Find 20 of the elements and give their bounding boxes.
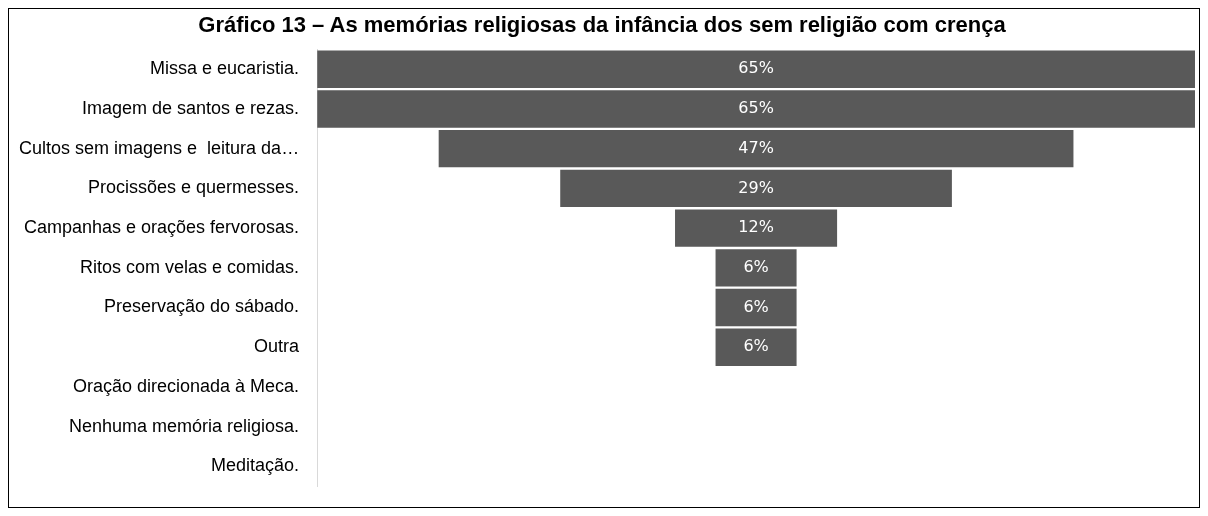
category-label: Meditação. (211, 455, 300, 476)
data-label: 65% (738, 98, 774, 118)
data-label: 6% (743, 256, 769, 276)
data-label: 65% (738, 58, 774, 78)
data-label: 29% (738, 177, 774, 197)
category-label: Imagem de santos e rezas. (82, 97, 300, 118)
category-label: Oração direcionada à Meca. (73, 375, 300, 396)
data-label: 6% (743, 336, 769, 356)
data-label: 12% (738, 217, 774, 237)
category-label: Campanhas e orações fervorosas. (23, 217, 300, 238)
data-label: 47% (738, 137, 774, 157)
category-label: Cultos sem imagens e leitura da… (19, 137, 300, 158)
data-label: 6% (743, 296, 769, 316)
category-label: Missa e eucaristia. (150, 58, 300, 79)
category-label: Nenhuma memória religiosa. (69, 415, 300, 436)
category-label: Ritos com velas e comidas. (80, 256, 300, 277)
category-label: Procissões e quermesses. (88, 177, 300, 198)
category-label: Preservação do sábado. (103, 296, 300, 317)
text: Gráfico 13 – As memórias religiosas da infância dos sem religião com crença (198, 12, 1007, 38)
category-label: Outra (254, 336, 301, 357)
